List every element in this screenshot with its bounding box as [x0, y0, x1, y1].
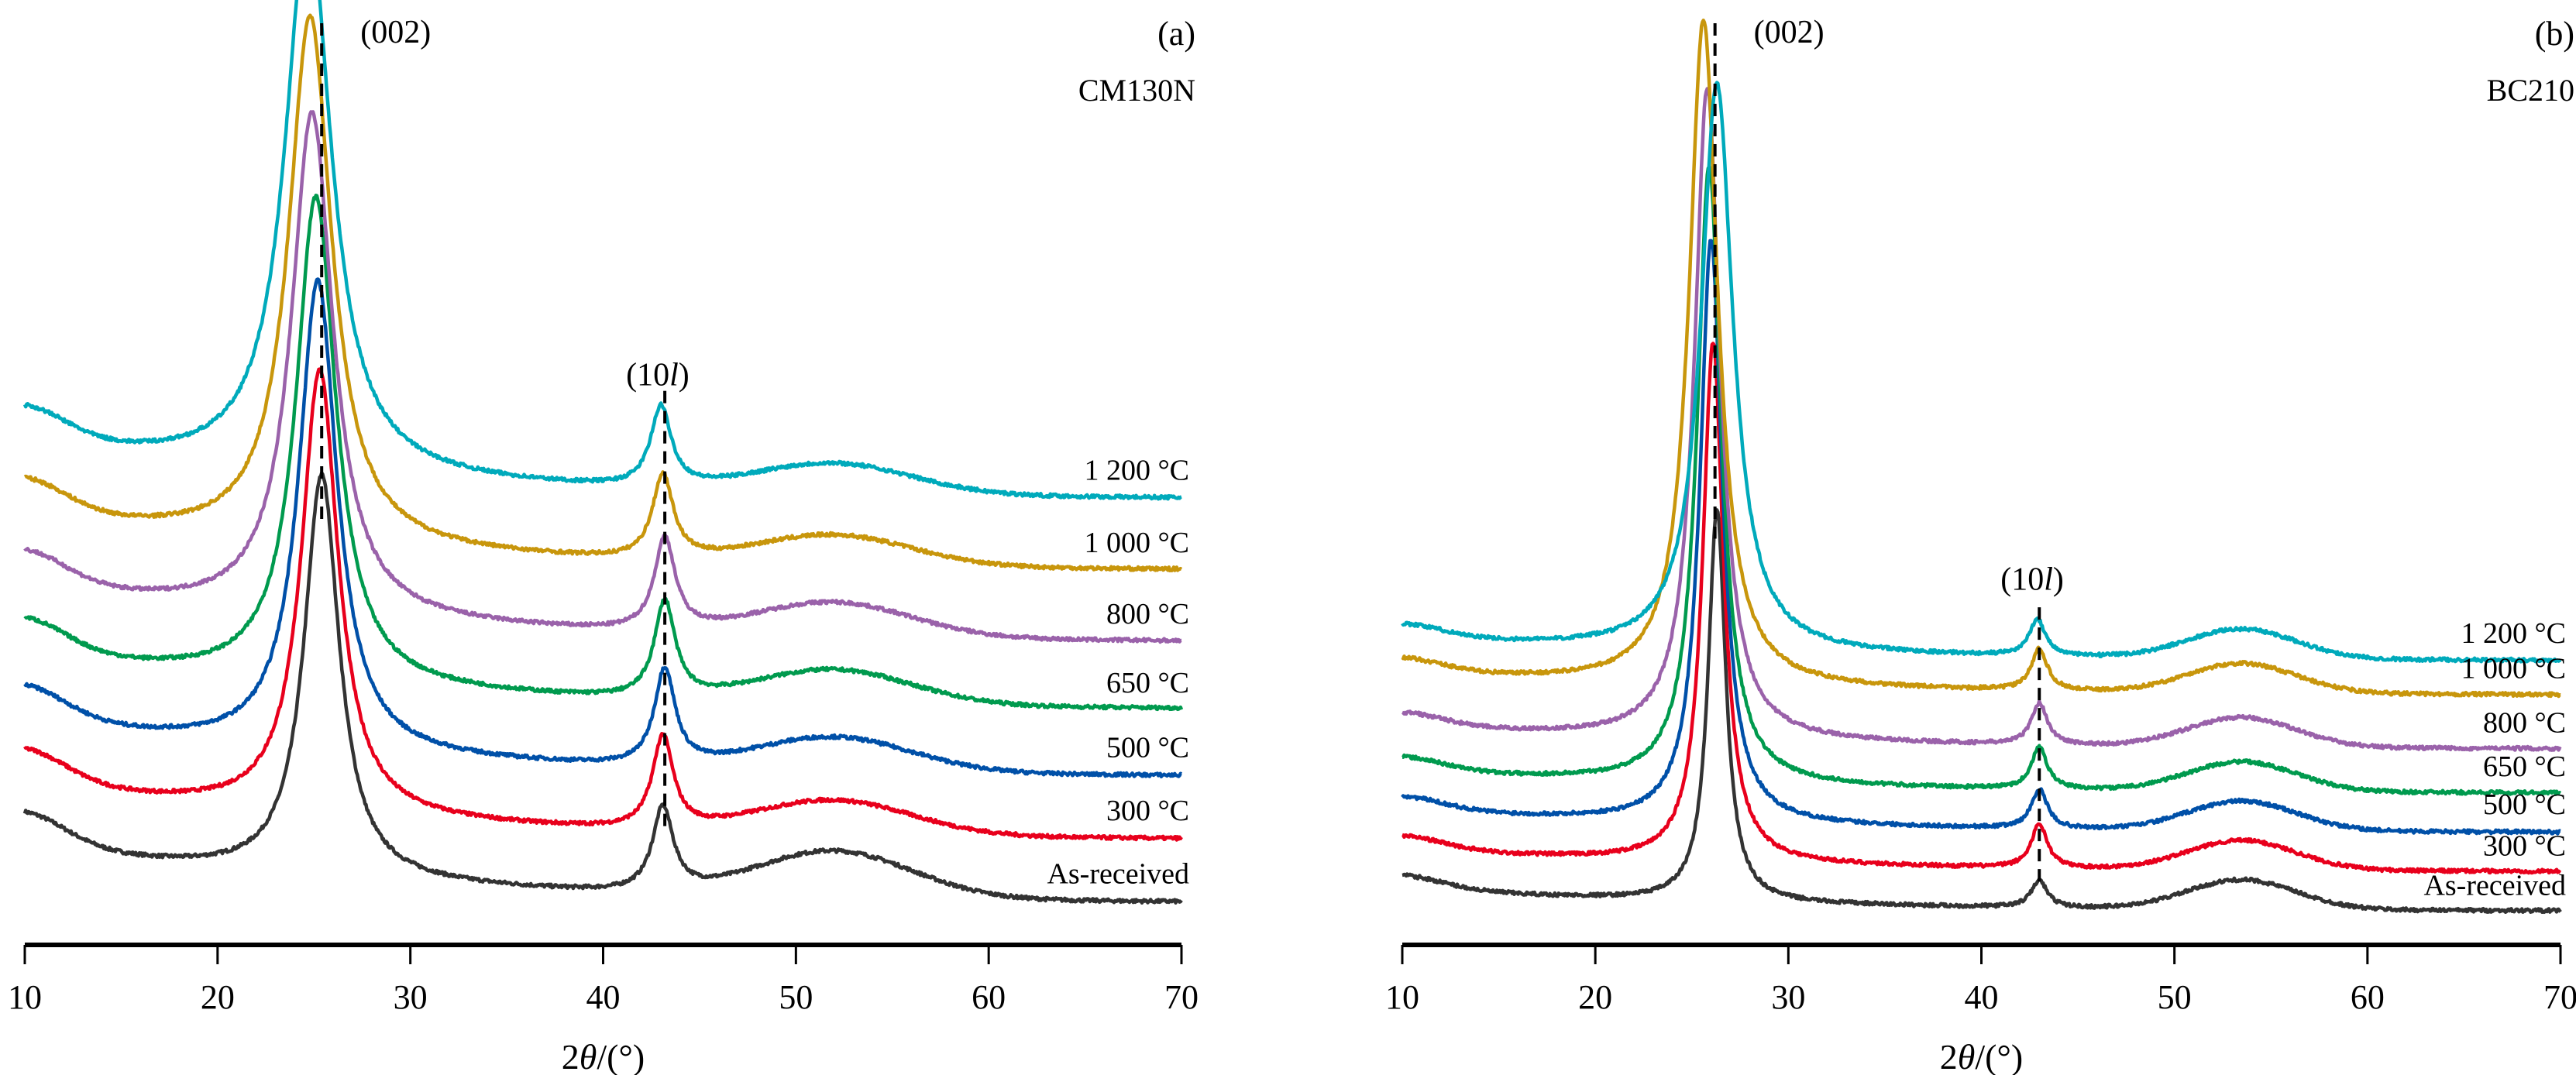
dashed-lines-group — [320, 23, 667, 829]
annotation-002: (002) — [1754, 15, 1825, 50]
series-line-500-c — [23, 277, 1183, 778]
x-tick-label: 60 — [972, 978, 1006, 1016]
x-tick-label: 50 — [2158, 978, 2192, 1016]
curves-group — [1401, 19, 2562, 915]
annotation-002: (002) — [360, 15, 431, 50]
x-tick-label: 70 — [1164, 978, 1199, 1016]
sample-name: CM130N — [1078, 73, 1195, 108]
x-tick-label: 60 — [2351, 978, 2385, 1016]
panel-b: 10 20 30 40 50 60 70 2θ/(°) (b) BC210 (002) (1… — [1385, 15, 2576, 1075]
series-label: 300 °C — [1106, 795, 1189, 827]
series-label: As-received — [2423, 869, 2566, 902]
series-line-800-c — [1401, 87, 2562, 752]
annotation-10l: (10l) — [2000, 562, 2064, 597]
x-ticks-group: 10 20 30 40 50 60 70 — [8, 945, 1199, 1016]
annotation-10l: (10l) — [626, 358, 690, 393]
series-line-1-200-c — [22, 0, 1183, 501]
series-label: 650 °C — [2483, 750, 2566, 783]
x-tick-label: 50 — [779, 978, 813, 1016]
series-line-300-c — [23, 367, 1183, 842]
curves-group — [22, 0, 1184, 905]
panel-a: 10 20 30 40 50 60 70 2θ/(°) (a) CM130N (002) (… — [8, 0, 1199, 1075]
sample-name: BC210 — [2487, 73, 2574, 108]
series-label: 500 °C — [1106, 731, 1189, 764]
series-label: 500 °C — [2483, 788, 2566, 821]
x-ticks-group: 10 20 30 40 50 60 70 — [1385, 945, 2576, 1016]
x-tick-label: 30 — [1771, 978, 1805, 1016]
series-line-500-c — [1401, 239, 2562, 836]
dashed-lines-group — [1713, 23, 2041, 888]
x-tick-label: 70 — [2543, 978, 2576, 1016]
series-line-1-000-c — [23, 13, 1183, 572]
series-line-650-c — [1401, 165, 2562, 796]
panel-tag: (a) — [1157, 15, 1195, 53]
x-tick-label: 10 — [1385, 978, 1419, 1016]
series-line-as-received — [1401, 508, 2562, 915]
x-tick-label: 30 — [394, 978, 428, 1016]
x-axis-title: 2θ/(°) — [1940, 1037, 2023, 1075]
x-tick-label: 20 — [201, 978, 235, 1016]
series-labels-group: As-received 300 °C 500 °C 650 °C 800 °C 1 000… — [2423, 617, 2566, 902]
panel-tag: (b) — [2535, 15, 2574, 53]
series-label: 1 000 °C — [2461, 652, 2566, 685]
series-label: 800 °C — [2483, 706, 2566, 739]
series-line-1-000-c — [1401, 19, 2562, 699]
series-label: 1 200 °C — [1084, 455, 1189, 487]
series-label: As-received — [1047, 857, 1189, 890]
x-tick-label: 20 — [1578, 978, 1612, 1016]
series-line-650-c — [23, 194, 1184, 712]
series-line-1-200-c — [1401, 81, 2562, 664]
series-labels-group: As-received 300 °C 500 °C 650 °C 800 °C 1 000… — [1047, 455, 1189, 891]
series-label: 1 000 °C — [1084, 527, 1189, 559]
series-label: 300 °C — [2483, 830, 2566, 863]
series-line-300-c — [1401, 342, 2562, 875]
series-label: 800 °C — [1106, 598, 1189, 630]
series-label: 1 200 °C — [2461, 617, 2566, 650]
series-line-as-received — [22, 471, 1183, 905]
x-tick-label: 40 — [586, 978, 621, 1016]
x-tick-label: 40 — [1965, 978, 1999, 1016]
series-line-800-c — [23, 110, 1183, 644]
x-axis-title: 2θ/(°) — [562, 1037, 645, 1075]
series-label: 650 °C — [1106, 667, 1189, 699]
x-tick-label: 10 — [8, 978, 42, 1016]
